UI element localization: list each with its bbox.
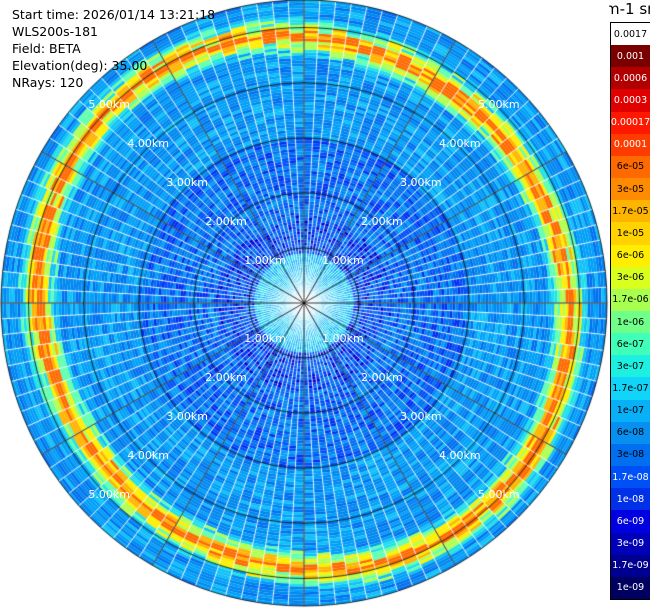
colorbar-tick: 6e-08: [611, 421, 650, 444]
colorbar-tick: 0.001: [611, 45, 650, 68]
colorbar-tick: 3e-08: [611, 443, 650, 467]
colorbar-tick: 6e-06: [611, 244, 650, 267]
colorbar-tick: 0.0006: [611, 67, 650, 90]
colorbar-tick: 3e-06: [611, 266, 650, 289]
field-label: Field: BETA: [12, 41, 81, 56]
colorbar-tick: 6e-05: [611, 155, 650, 179]
colorbar-tick: 1e-08: [611, 488, 650, 511]
colorbar-tick: 1e-09: [611, 576, 650, 599]
scan-info-panel: Start time: 2026/01/14 13:21:18 WLS200s-…: [12, 6, 215, 91]
colorbar-tick: 3e-09: [611, 532, 650, 555]
start-time-label: Start time: 2026/01/14 13:21:18: [12, 7, 216, 22]
colorbar: 0.0017 0.001 0.0006 0.0003 0.00017 0.0001 6e-0…: [610, 22, 650, 600]
colorbar-tick: 6e-09: [611, 510, 650, 533]
instrument-label: WLS200s-181: [12, 24, 98, 39]
colorbar-tick: 3e-05: [611, 178, 650, 201]
colorbar-tick: 0.0001: [611, 133, 650, 156]
colorbar-tick: 1e-06: [611, 311, 650, 334]
colorbar-tick: 1e-05: [611, 222, 650, 245]
colorbar-tick: 0.0003: [611, 89, 650, 112]
colorbar-tick: 1.7e-06: [611, 288, 650, 311]
colorbar-tick: 1e-07: [611, 399, 650, 422]
colorbar-title: m-1 sr-1: [609, 0, 650, 18]
colorbar-tick: 3e-07: [611, 355, 650, 378]
colorbar-tick: 6e-07: [611, 333, 650, 356]
elevation-label: Elevation(deg): 35.00: [12, 58, 148, 73]
colorbar-tick: 0.0017: [611, 23, 650, 46]
colorbar-tick: 1.7e-07: [611, 377, 650, 400]
colorbar-tick: 0.00017: [611, 111, 650, 134]
colorbar-tick: 1.7e-09: [611, 554, 650, 577]
nrays-label: NRays: 120: [12, 75, 84, 90]
colorbar-tick: 1.7e-05: [611, 200, 650, 223]
colorbar-tick: 1.7e-08: [611, 466, 650, 489]
